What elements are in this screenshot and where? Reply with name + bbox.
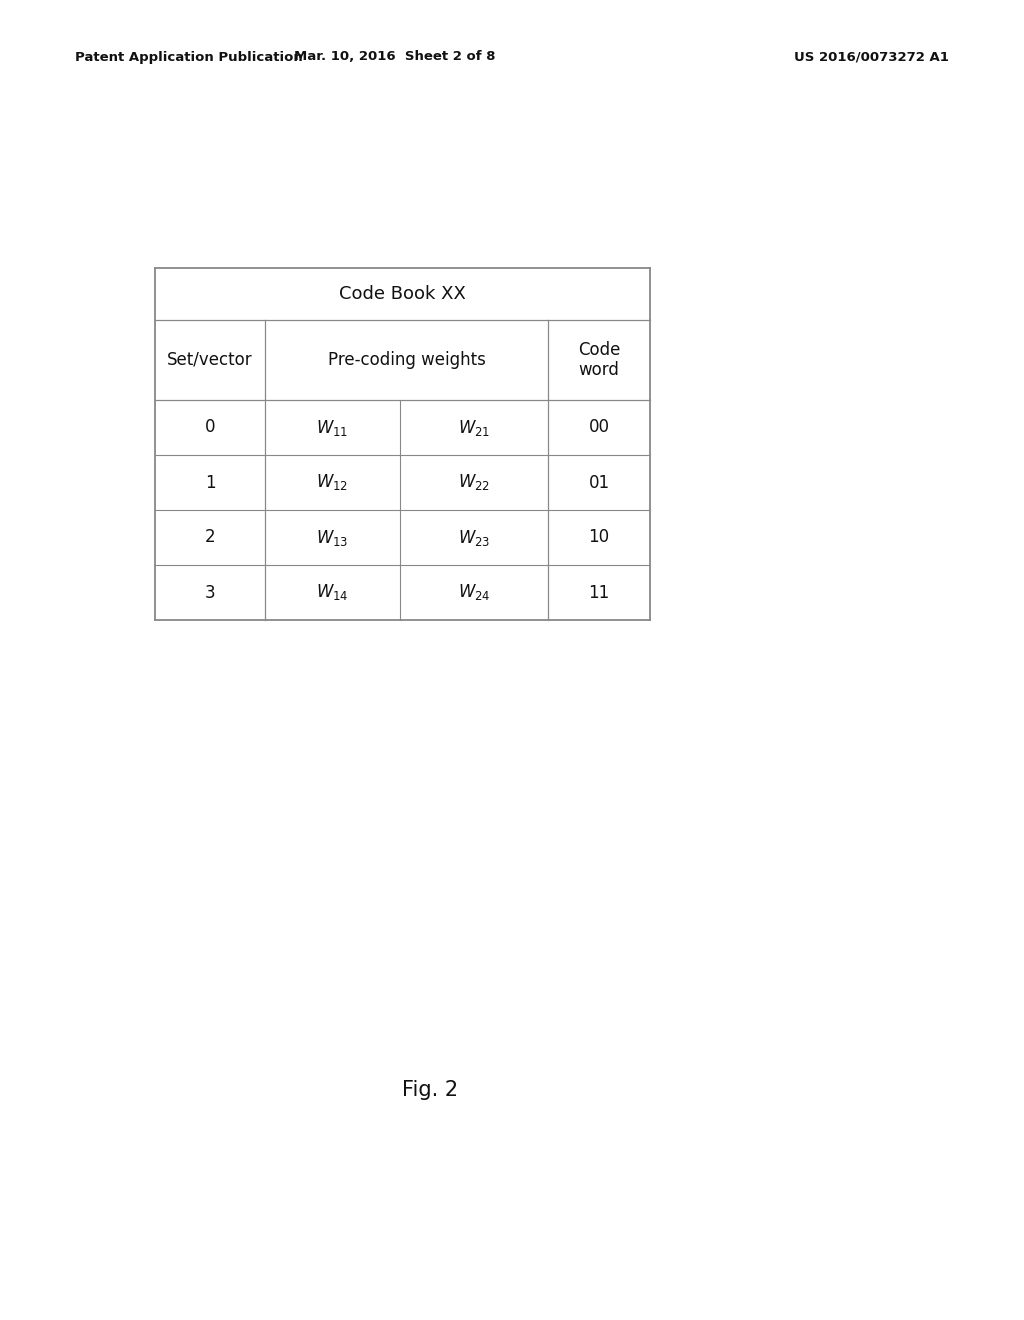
Text: Fig. 2: Fig. 2: [402, 1080, 458, 1100]
Text: Patent Application Publication: Patent Application Publication: [75, 50, 303, 63]
Text: 00: 00: [589, 418, 609, 437]
Text: 01: 01: [589, 474, 609, 491]
Text: 10: 10: [589, 528, 609, 546]
Text: $W_{21}$: $W_{21}$: [458, 417, 490, 437]
Text: $W_{13}$: $W_{13}$: [316, 528, 348, 548]
Text: $W_{23}$: $W_{23}$: [458, 528, 490, 548]
Text: Set/vector: Set/vector: [167, 351, 253, 370]
Text: Pre-coding weights: Pre-coding weights: [328, 351, 485, 370]
Text: Code
word: Code word: [578, 341, 621, 379]
Text: $W_{24}$: $W_{24}$: [458, 582, 490, 602]
Text: $W_{14}$: $W_{14}$: [316, 582, 349, 602]
Text: Code Book XX: Code Book XX: [339, 285, 466, 304]
Text: $W_{22}$: $W_{22}$: [458, 473, 490, 492]
Text: 2: 2: [205, 528, 215, 546]
Text: $W_{11}$: $W_{11}$: [316, 417, 348, 437]
Text: 3: 3: [205, 583, 215, 602]
Text: US 2016/0073272 A1: US 2016/0073272 A1: [795, 50, 949, 63]
Text: $W_{12}$: $W_{12}$: [316, 473, 348, 492]
Text: Mar. 10, 2016  Sheet 2 of 8: Mar. 10, 2016 Sheet 2 of 8: [294, 50, 496, 63]
Text: 11: 11: [589, 583, 609, 602]
Text: 1: 1: [205, 474, 215, 491]
Text: 0: 0: [205, 418, 215, 437]
